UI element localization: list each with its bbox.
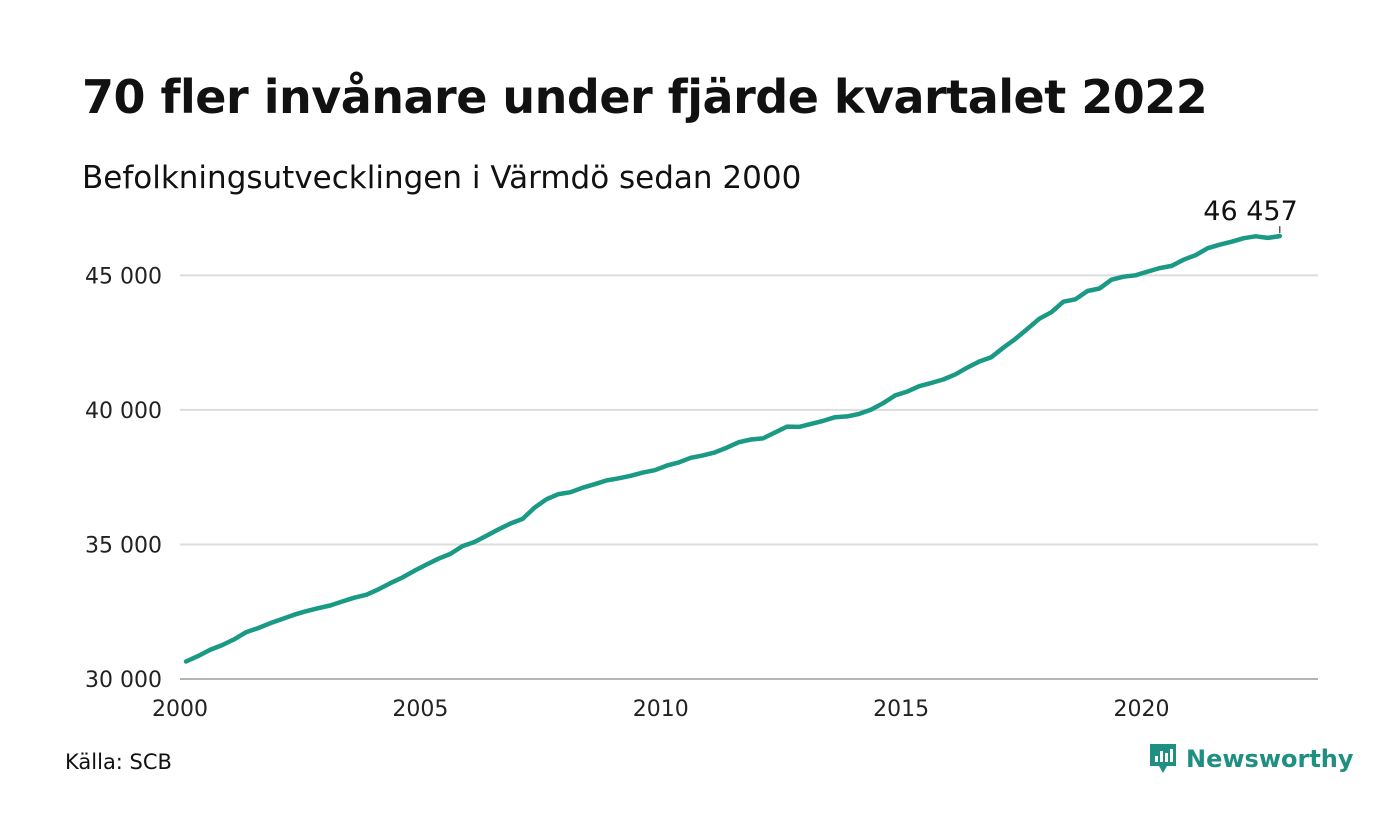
data-labels: 46 457 bbox=[1203, 196, 1298, 234]
x-tick-label: 2000 bbox=[152, 697, 208, 722]
brand-name: Newsworthy bbox=[1186, 745, 1354, 773]
x-tick-label: 2010 bbox=[633, 697, 689, 722]
series-group bbox=[183, 233, 1283, 664]
grid-lines bbox=[180, 274, 1318, 680]
x-tick-label: 2015 bbox=[873, 697, 929, 722]
end-value-label: 46 457 bbox=[1203, 196, 1297, 227]
y-tick-label: 45 000 bbox=[85, 264, 162, 289]
population-line bbox=[183, 233, 1283, 664]
newsworthy-logo-icon bbox=[1150, 744, 1176, 773]
source-note: Källa: SCB bbox=[65, 750, 172, 774]
brand-logo: Newsworthy bbox=[1148, 742, 1354, 776]
x-axis: 2000 2005 2010 2015 2020 bbox=[152, 697, 1170, 722]
y-tick-label: 40 000 bbox=[85, 399, 162, 424]
x-tick-label: 2020 bbox=[1114, 697, 1170, 722]
y-tick-label: 30 000 bbox=[85, 668, 162, 693]
x-tick-label: 2005 bbox=[392, 697, 448, 722]
chart-subtitle: Befolkningsutvecklingen i Värmdö sedan 2… bbox=[82, 160, 802, 196]
y-axis: 30 000 35 000 40 000 45 000 bbox=[85, 264, 162, 693]
y-tick-label: 35 000 bbox=[85, 533, 162, 558]
chart-title: 70 fler invånare under fjärde kvartalet … bbox=[82, 70, 1208, 124]
